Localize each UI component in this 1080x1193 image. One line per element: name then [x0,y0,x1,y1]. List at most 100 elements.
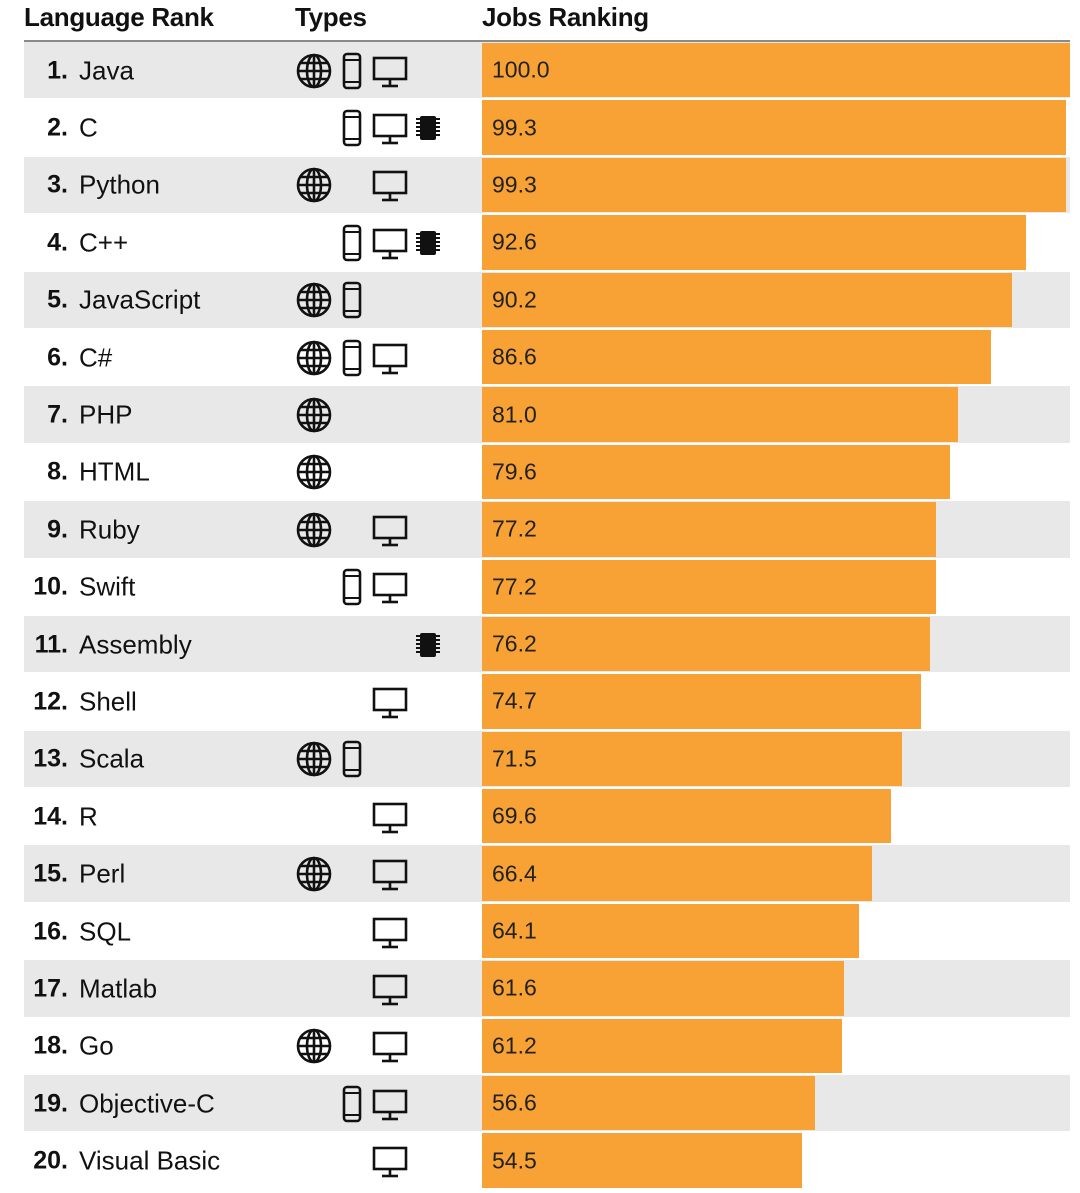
jobs-ranking-header: Jobs Ranking [482,2,649,32]
rank-number: 14. [33,802,68,831]
rank-number: 2. [47,113,68,142]
bar-track: 77.2 [482,502,1070,557]
jobs-ranking-bar [482,846,873,901]
bar-value-label: 99.3 [492,114,537,141]
language-name: C# [79,342,113,373]
bar-value-label: 100.0 [492,56,550,83]
language-name: JavaScript [79,284,201,315]
rank-number: 6. [47,343,68,372]
bar-value-label: 74.7 [492,687,537,714]
desktop-icon [370,108,410,148]
language-name: Visual Basic [79,1145,221,1176]
bar-track: 61.6 [482,961,1070,1016]
types-header: Types [295,2,367,32]
jobs-ranking-bar [482,387,959,442]
language-name: Python [79,169,160,200]
bar-value-label: 79.6 [492,458,537,485]
desktop-icon [370,912,410,952]
bar-track: 90.2 [482,272,1070,327]
rank-number: 20. [33,1146,68,1175]
header-divider [24,40,1070,42]
language-name: Ruby [79,514,140,545]
rank-number: 11. [34,630,68,659]
language-name: Go [79,1030,114,1061]
bar-value-label: 69.6 [492,802,537,829]
desktop-icon [370,223,410,263]
jobs-ranking-bar [482,789,892,844]
desktop-icon [370,682,410,722]
table-row: 20. Visual Basic 54.5 [24,1132,1070,1191]
table-row: 6. C# 86.6 [24,329,1070,387]
rank-number: 12. [33,687,68,716]
bar-value-label: 77.2 [492,515,537,542]
bar-track: 86.6 [482,329,1070,385]
bar-value-label: 61.6 [492,974,537,1001]
mobile-icon [332,1084,372,1124]
table-row: 1. Java 100.0 [24,42,1070,100]
jobs-ranking-bar [482,674,922,729]
language-name: Java [79,55,134,86]
bar-track: 79.6 [482,444,1070,500]
table-row: 17. Matlab 61.6 [24,960,1070,1019]
desktop-icon [370,969,410,1009]
mobile-icon [332,567,372,607]
rank-number: 16. [33,917,68,946]
bar-value-label: 90.2 [492,286,537,313]
desktop-icon [370,51,410,91]
ranking-table: 1. Java 100.0 2. C 99.3 3. Python 99.3 4. C++ 92.6 5… [24,42,1070,1191]
rank-number: 4. [47,228,68,257]
bar-track: 74.7 [482,674,1070,729]
chip-icon [408,108,448,148]
bar-track: 61.2 [482,1018,1070,1074]
bar-track: 64.1 [482,903,1070,959]
bar-track: 99.3 [482,100,1070,155]
mobile-icon [332,51,372,91]
table-row: 10. Swift 77.2 [24,559,1070,617]
table-row: 16. SQL 64.1 [24,903,1070,961]
language-name: Swift [79,571,136,602]
language-name: Perl [79,858,126,889]
rank-number: 19. [33,1089,68,1118]
table-row: 8. HTML 79.6 [24,444,1070,502]
globe-icon [294,338,334,378]
table-row: 12. Shell 74.7 [24,673,1070,732]
language-name: HTML [79,456,150,487]
globe-icon [294,1026,334,1066]
jobs-ranking-bar [482,215,1027,270]
bar-value-label: 81.0 [492,401,537,428]
language-name: C [79,112,98,143]
jobs-ranking-bar [482,1076,815,1131]
desktop-icon [370,1141,410,1181]
desktop-icon [370,338,410,378]
globe-icon [294,452,334,492]
jobs-ranking-bar [482,1018,842,1074]
globe-icon [294,51,334,91]
globe-icon [294,739,334,779]
jobs-ranking-bar [482,157,1066,213]
rank-number: 10. [33,572,68,601]
rank-number: 7. [47,400,68,429]
table-row: 3. Python 99.3 [24,156,1070,215]
table-row: 15. Perl 66.4 [24,845,1070,904]
rank-number: 17. [33,974,68,1003]
bar-value-label: 56.6 [492,1089,537,1116]
table-row: 2. C 99.3 [24,99,1070,158]
jobs-ranking-bar [482,502,936,557]
mobile-icon [332,223,372,263]
rank-number: 1. [47,56,68,85]
bar-track: 81.0 [482,387,1070,442]
language-name: R [79,801,98,832]
rank-number: 15. [33,859,68,888]
jobs-ranking-bar [482,731,903,787]
table-row: 18. Go 61.2 [24,1018,1070,1076]
globe-icon [294,854,334,894]
language-name: Matlab [79,973,158,1004]
bar-track: 71.5 [482,731,1070,787]
language-name: Objective-C [79,1088,215,1119]
rank-number: 8. [47,457,68,486]
mobile-icon [332,108,372,148]
table-row: 4. C++ 92.6 [24,214,1070,272]
bar-track: 99.3 [482,157,1070,213]
jobs-ranking-bar [482,100,1066,155]
table-row: 11. Assembly 76.2 [24,615,1070,674]
